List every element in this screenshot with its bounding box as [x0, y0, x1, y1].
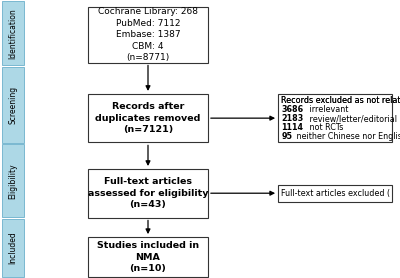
- FancyBboxPatch shape: [2, 144, 24, 217]
- FancyBboxPatch shape: [278, 94, 392, 143]
- Text: review/letter/editorial: review/letter/editorial: [307, 114, 397, 123]
- Text: Records excluded as not related (: Records excluded as not related (: [281, 96, 400, 105]
- FancyBboxPatch shape: [2, 219, 24, 277]
- Text: Eligibility: Eligibility: [8, 163, 18, 198]
- FancyBboxPatch shape: [2, 67, 24, 143]
- Text: not RCTs: not RCTs: [307, 123, 344, 132]
- FancyBboxPatch shape: [88, 237, 208, 277]
- Text: Records excluded as not related (: Records excluded as not related (: [281, 96, 400, 105]
- Text: 1114: 1114: [281, 123, 303, 132]
- FancyBboxPatch shape: [88, 94, 208, 143]
- Text: Full-text articles excluded (: Full-text articles excluded (: [281, 189, 390, 198]
- Text: neither Chinese nor English: neither Chinese nor English: [294, 133, 400, 142]
- FancyBboxPatch shape: [2, 1, 24, 65]
- Text: 2183: 2183: [281, 114, 304, 123]
- Text: Identification: Identification: [8, 8, 18, 59]
- Text: 3686: 3686: [281, 105, 303, 114]
- Text: Studies included in
NMA
(n=10): Studies included in NMA (n=10): [97, 241, 199, 273]
- FancyBboxPatch shape: [278, 185, 392, 202]
- Text: Records after
duplicates removed
(n=7121): Records after duplicates removed (n=7121…: [95, 102, 201, 134]
- FancyBboxPatch shape: [88, 7, 208, 63]
- Text: irrelevant: irrelevant: [307, 105, 348, 114]
- Text: 95: 95: [281, 133, 292, 142]
- FancyBboxPatch shape: [88, 169, 208, 217]
- Text: Full-text articles
assessed for eligibility
(n=43): Full-text articles assessed for eligibil…: [88, 177, 208, 209]
- Text: Included: Included: [8, 232, 18, 264]
- Text: Cochrane Library: 268
PubMed: 7112
Embase: 1387
CBM: 4
(n=8771): Cochrane Library: 268 PubMed: 7112 Embas…: [98, 7, 198, 62]
- Text: Screening: Screening: [8, 86, 18, 124]
